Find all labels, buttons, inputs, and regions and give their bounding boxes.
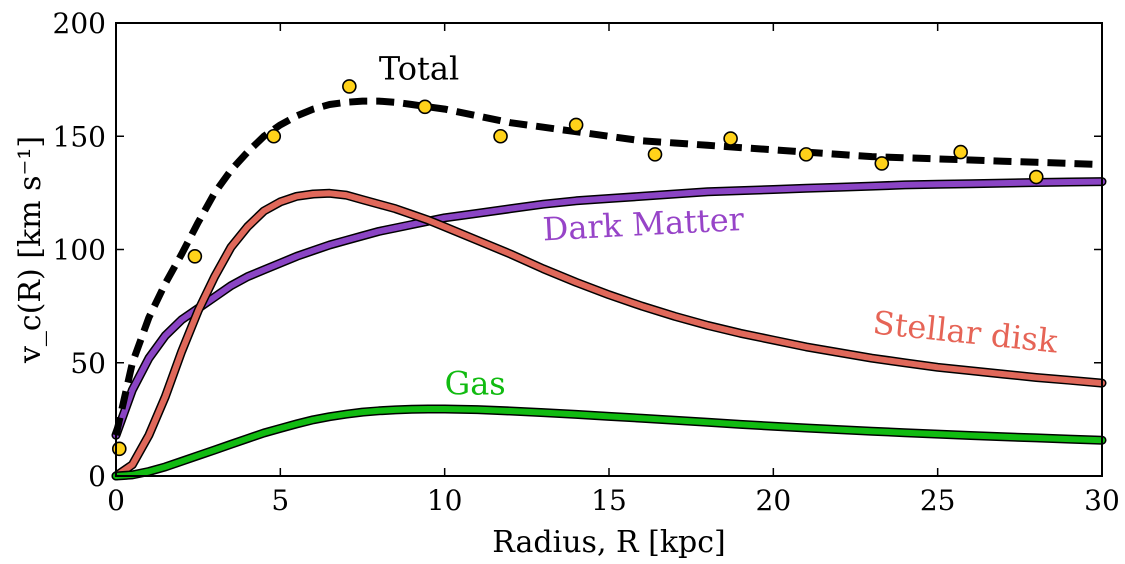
total-annotation: Total	[379, 50, 459, 88]
stellar-disk-annotation: Stellar disk	[871, 303, 1060, 360]
x-tick-label: 10	[427, 484, 463, 517]
plot-layer	[111, 97, 1107, 481]
x-tick-label: 0	[107, 484, 125, 517]
data-point	[798, 147, 814, 162]
data-point	[647, 147, 663, 162]
gas-annotation: Gas	[445, 364, 506, 402]
y-tick-label: 50	[70, 347, 106, 380]
data-point	[1028, 169, 1044, 185]
y-tick-label: 0	[88, 460, 106, 493]
y-tick-label: 150	[53, 120, 106, 153]
x-tick-label: 20	[756, 484, 792, 517]
x-tick-label: 15	[591, 484, 627, 517]
data-point	[493, 128, 508, 144]
x-axis-label: Radius, R [kpc]	[492, 525, 725, 560]
x-tick-label: 25	[920, 484, 956, 517]
axis-layer: 0 5 10 15 20 25 30 0 50 100 150 200	[53, 7, 1120, 517]
gas-curve	[113, 406, 1105, 479]
y-axis-label: v_c(R) [km s⁻¹]	[13, 136, 48, 364]
stellar-disk-curve	[113, 190, 1105, 479]
data-point	[723, 131, 738, 146]
axes-frame	[115, 22, 1103, 477]
y-tick-label: 200	[53, 7, 106, 40]
data-point	[111, 441, 127, 457]
dark-matter-annotation: Dark Matter	[542, 200, 746, 249]
data-point	[953, 144, 968, 160]
annotations-layer: Total Dark Matter Stellar disk Gas	[379, 50, 1060, 403]
points-layer	[111, 79, 1044, 457]
total-curve	[112, 97, 1103, 436]
x-tick-label: 5	[271, 484, 289, 517]
data-point	[266, 128, 282, 144]
data-point	[568, 117, 584, 133]
data-point	[874, 156, 890, 171]
data-point	[342, 79, 357, 94]
data-point	[417, 99, 433, 115]
data-point	[187, 248, 203, 264]
x-tick-label: 30	[1084, 484, 1120, 517]
dark-matter-curve	[113, 178, 1105, 439]
y-tick-label: 100	[53, 234, 106, 267]
